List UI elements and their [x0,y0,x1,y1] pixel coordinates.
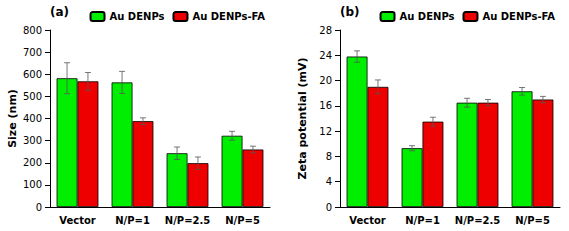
svg-text:0: 0 [36,202,42,213]
svg-text:Au DENPs-FA: Au DENPs-FA [482,11,555,22]
svg-text:8: 8 [326,151,332,162]
svg-text:800: 800 [23,25,42,36]
svg-text:Au DENPs-FA: Au DENPs-FA [192,11,265,22]
svg-text:20: 20 [319,75,332,86]
svg-text:(b): (b) [340,5,360,19]
svg-text:Size (nm): Size (nm) [6,89,19,148]
svg-text:(a): (a) [50,5,69,19]
svg-text:24: 24 [319,50,332,61]
svg-text:600: 600 [23,69,42,80]
svg-text:700: 700 [23,47,42,58]
svg-text:Vector: Vector [349,215,386,226]
svg-text:N/P=1: N/P=1 [405,215,440,226]
svg-text:0: 0 [326,202,332,213]
svg-text:Zeta potential (mV): Zeta potential (mV) [296,57,309,179]
svg-text:16: 16 [319,100,332,111]
svg-text:Au DENPs: Au DENPs [400,11,455,22]
svg-text:Vector: Vector [59,215,96,226]
svg-text:N/P=5: N/P=5 [515,215,550,226]
svg-text:N/P=1: N/P=1 [115,215,150,226]
svg-text:N/P=2.5: N/P=2.5 [165,215,210,226]
svg-text:100: 100 [23,179,42,190]
svg-text:200: 200 [23,157,42,168]
svg-text:300: 300 [23,135,42,146]
svg-text:500: 500 [23,91,42,102]
svg-text:N/P=2.5: N/P=2.5 [455,215,500,226]
svg-text:400: 400 [23,113,42,124]
svg-text:Au DENPs: Au DENPs [110,11,165,22]
svg-text:28: 28 [319,25,332,36]
svg-text:N/P=5: N/P=5 [225,215,260,226]
svg-text:12: 12 [319,126,332,137]
svg-text:4: 4 [326,176,332,187]
